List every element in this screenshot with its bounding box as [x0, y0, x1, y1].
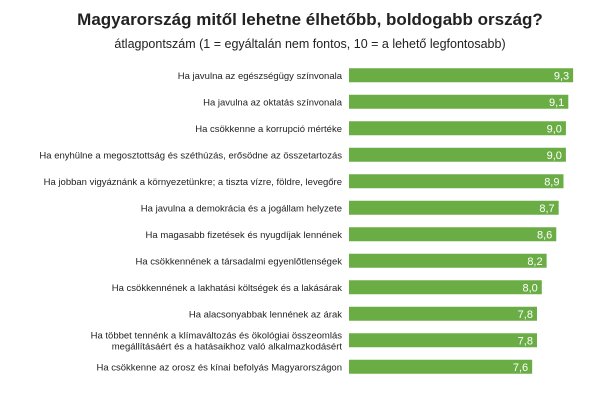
category-label: Ha alacsonyabbak lennének az árak: [189, 309, 342, 320]
bar-value-label: 7,6: [513, 362, 528, 374]
category-label: Ha csökkenne az orosz és kínai befolyás …: [96, 362, 342, 373]
category-label: Ha enyhülne a megosztottság és széthúzás…: [39, 150, 342, 161]
bar-value-label: 9,0: [547, 150, 562, 162]
category-label: Ha többet tennénk a klímaváltozás és öko…: [91, 330, 343, 352]
bar-value-label: 9,1: [549, 97, 564, 109]
bar-value-label: 9,3: [554, 70, 569, 82]
category-label: Ha javulna az oktatás színvonala: [203, 97, 343, 108]
bar: [349, 147, 566, 162]
category-label: Ha csökkennének a társadalmi egyenlőtlen…: [136, 256, 343, 267]
chart-title: Magyarország mitől lehetne élhetőbb, bol…: [77, 10, 543, 29]
bar: [349, 174, 564, 189]
bar: [349, 227, 557, 242]
category-label: Ha javulna a demokrácia és a jogállam he…: [141, 203, 342, 214]
bar: [349, 253, 547, 268]
bar-value-label: 8,7: [539, 203, 554, 215]
bar: [349, 333, 537, 348]
chart-subtitle: átlagpontszám (1 = egyáltalán nem fontos…: [114, 37, 506, 51]
bar: [349, 359, 533, 374]
bar-value-label: 8,9: [544, 176, 559, 188]
bar-value-label: 8,6: [537, 229, 552, 241]
bar-value-label: 8,2: [527, 256, 542, 268]
bar: [349, 68, 574, 83]
bar: [349, 94, 569, 109]
category-label: Ha magasabb fizetések és nyugdíjak lenné…: [146, 230, 343, 241]
bar-value-label: 9,0: [547, 123, 562, 135]
category-label: Ha csökkenne a korrupció mértéke: [195, 124, 342, 135]
bar: [349, 121, 566, 136]
bar: [349, 200, 559, 215]
category-label: Ha javulna az egészségügy színvonala: [178, 71, 343, 82]
bar: [349, 280, 542, 295]
category-label: Ha jobban vigyáznánk a környezetünkre; a…: [44, 177, 342, 188]
category-label: Ha csökkennének a lakhatási költségek és…: [112, 283, 342, 294]
bar-value-label: 7,8: [518, 309, 533, 321]
bar-value-label: 7,8: [518, 335, 533, 347]
bar: [349, 306, 537, 321]
bar-value-label: 8,0: [523, 282, 538, 294]
